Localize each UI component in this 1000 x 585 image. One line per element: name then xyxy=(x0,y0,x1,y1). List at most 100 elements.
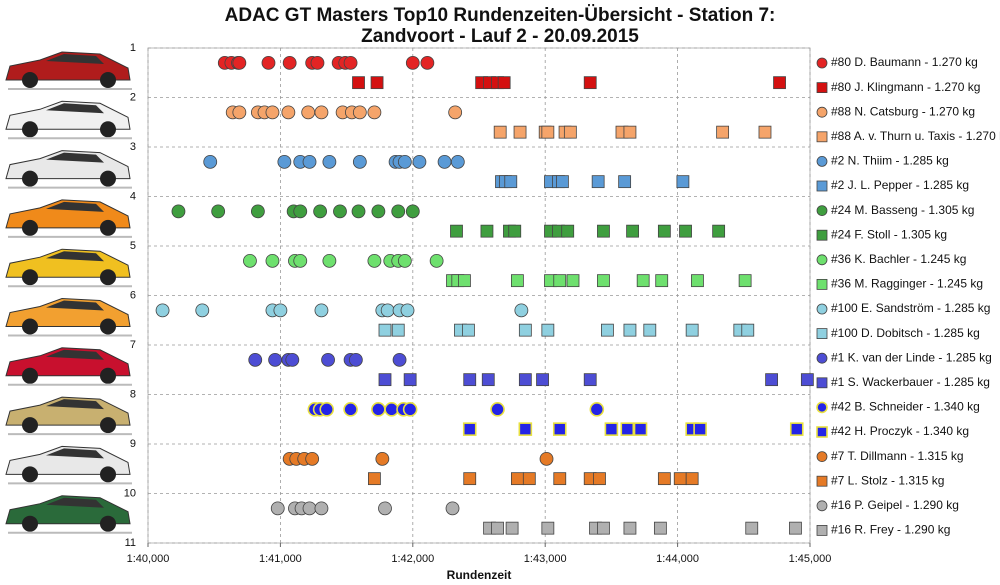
car-wheel xyxy=(22,318,38,335)
data-point xyxy=(623,521,637,535)
x-tick-label: 1:41,000 xyxy=(259,553,302,565)
data-point xyxy=(593,472,606,486)
legend-marker xyxy=(816,82,828,93)
legend-marker xyxy=(816,180,828,192)
data-point xyxy=(741,323,755,337)
legend-label: #42 B. Schneider - 1.340 kg xyxy=(831,400,980,414)
y-tick-label: 1 xyxy=(130,42,136,54)
data-point xyxy=(450,154,465,169)
data-point xyxy=(171,204,186,219)
legend-marker xyxy=(816,229,828,241)
legend-marker xyxy=(816,401,828,414)
legend-marker xyxy=(816,57,828,69)
legend-label: #16 P. Geipel - 1.290 kg xyxy=(831,498,959,512)
data-point xyxy=(536,373,549,387)
data-point xyxy=(583,373,597,387)
data-point xyxy=(348,352,363,367)
car-wheel xyxy=(100,219,116,236)
car-window xyxy=(46,152,104,163)
data-point xyxy=(490,402,505,417)
car-window xyxy=(46,251,104,262)
car-window xyxy=(46,300,104,311)
legend-label: #100 D. Dobitsch - 1.285 kg xyxy=(831,326,980,340)
car-wheel xyxy=(22,219,38,236)
data-point xyxy=(319,402,335,417)
data-point xyxy=(518,373,532,387)
data-point xyxy=(391,204,406,219)
data-point xyxy=(800,373,814,387)
y-tick-label: 7 xyxy=(130,339,136,351)
data-point xyxy=(371,204,386,219)
data-point xyxy=(232,105,247,120)
data-point xyxy=(541,521,555,535)
data-point xyxy=(445,501,460,516)
y-tick-label: 4 xyxy=(130,190,136,202)
data-point xyxy=(277,154,292,169)
data-point xyxy=(370,76,384,90)
data-point xyxy=(623,125,637,139)
data-point xyxy=(510,274,524,288)
car-wheel xyxy=(22,515,38,532)
y-tick-label: 9 xyxy=(130,438,136,450)
data-point xyxy=(310,55,325,70)
data-point xyxy=(745,521,759,535)
car-wheel xyxy=(100,515,116,532)
legend-marker xyxy=(816,451,828,463)
legend-label: #7 L. Stolz - 1.315 kg xyxy=(831,473,944,487)
x-tick-label: 1:43,000 xyxy=(524,553,567,565)
data-point xyxy=(539,451,554,466)
y-tick-label: 11 xyxy=(125,537,136,549)
data-point xyxy=(314,303,329,318)
car-window xyxy=(46,497,104,508)
data-point xyxy=(211,204,226,219)
data-point xyxy=(623,323,637,337)
data-point xyxy=(633,422,648,436)
legend-label: #80 J. Klingmann - 1.270 kg xyxy=(831,80,980,94)
car-images xyxy=(5,51,132,534)
data-point xyxy=(232,55,247,70)
car-wheel xyxy=(100,367,116,384)
data-point xyxy=(195,303,210,318)
data-point xyxy=(758,125,772,139)
data-point xyxy=(293,253,308,268)
data-point xyxy=(597,521,610,535)
car-wheel xyxy=(100,170,116,187)
data-point xyxy=(657,224,671,238)
data-point xyxy=(691,274,704,288)
data-point xyxy=(343,55,358,70)
data-point xyxy=(352,76,365,90)
data-point xyxy=(597,274,610,288)
data-point xyxy=(504,175,518,189)
data-point xyxy=(333,204,347,219)
car-window xyxy=(46,201,104,212)
x-tick-label: 1:45,000 xyxy=(789,553,832,565)
data-point xyxy=(402,402,418,417)
data-point xyxy=(679,224,692,238)
data-point xyxy=(716,125,730,139)
data-point xyxy=(653,521,667,535)
data-point xyxy=(301,105,316,120)
data-point xyxy=(676,175,690,189)
y-tick-label: 6 xyxy=(130,289,136,301)
data-point xyxy=(626,224,639,238)
data-point xyxy=(405,204,420,219)
car-window xyxy=(46,103,104,114)
data-point xyxy=(268,352,283,367)
data-point xyxy=(673,472,687,486)
x-tick-label: 1:42,000 xyxy=(391,553,434,565)
data-point xyxy=(522,472,536,486)
data-point xyxy=(773,76,786,90)
car-wheel xyxy=(100,269,116,286)
data-point xyxy=(618,175,632,189)
data-point xyxy=(789,521,802,535)
data-point xyxy=(510,472,524,486)
data-point xyxy=(491,521,504,535)
data-point xyxy=(583,76,597,90)
data-point xyxy=(655,274,669,288)
data-point xyxy=(203,154,218,169)
data-point xyxy=(403,373,417,387)
data-point xyxy=(352,105,367,120)
data-point xyxy=(480,224,494,238)
legend-marker xyxy=(816,352,828,364)
data-point xyxy=(305,451,320,466)
